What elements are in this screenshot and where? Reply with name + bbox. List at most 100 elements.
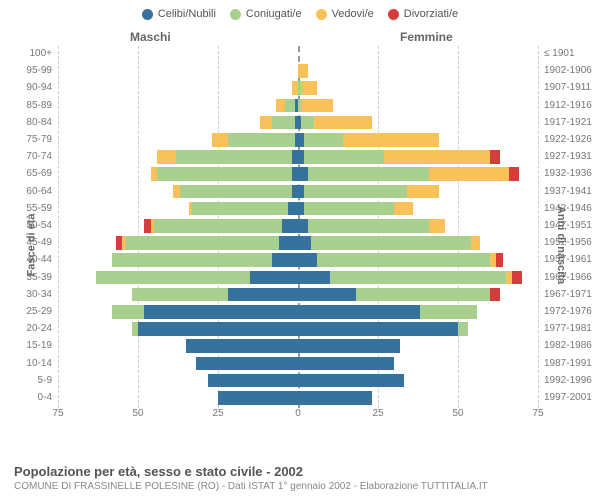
bar-segment [429,219,445,233]
age-band-label: 0-4 [38,392,58,403]
bar-segment [298,288,356,302]
bar-segment [490,150,500,164]
bar-segment [279,236,298,250]
x-tick-label: 75 [52,408,63,419]
bar-segment [112,253,272,267]
male-bar [144,219,298,233]
bar-segment [420,305,478,319]
birth-years-label: 1967-1971 [538,289,592,300]
chart-footer: Popolazione per età, sesso e stato civil… [14,464,586,492]
age-band-label: 25-29 [26,306,58,317]
male-bar [132,288,298,302]
male-bar [276,99,298,113]
chart-subtitle: COMUNE DI FRASSINELLE POLESINE (RO) - Da… [14,481,586,492]
age-row: 25-291972-1976 [58,304,538,321]
bar-segment [471,236,481,250]
age-row: 55-591942-1946 [58,201,538,218]
age-row: 0-41997-2001 [58,390,538,407]
x-tick-label: 25 [212,408,223,419]
bar-segment [298,339,400,353]
female-bar [298,305,477,319]
bar-segment [384,150,490,164]
bar-segment [228,288,298,302]
bar-segment [298,391,372,405]
age-row: 75-791922-1926 [58,132,538,149]
bar-segment [157,150,176,164]
legend-swatch [388,9,399,20]
bar-segment [288,202,298,216]
female-bar [298,339,400,353]
legend-item: Coniugati/e [230,8,302,20]
male-bar [112,305,298,319]
female-bar [298,150,500,164]
age-row: 80-841917-1921 [58,115,538,132]
legend-swatch [230,9,241,20]
bar-segment [330,271,506,285]
birth-years-label: 1937-1941 [538,186,592,197]
age-band-label: 5-9 [38,375,58,386]
age-band-label: 45-49 [26,237,58,248]
bar-segment [112,305,144,319]
male-bar [96,271,298,285]
female-bar [298,236,480,250]
bar-segment [301,99,333,113]
bar-segment [298,64,308,78]
female-bar [298,202,413,216]
birth-years-label: ≤ 1901 [538,48,575,59]
x-tick-label: 50 [452,408,463,419]
bar-segment [298,167,308,181]
bar-segment [298,374,404,388]
birth-years-label: 1917-1921 [538,117,592,128]
age-row: 35-391962-1966 [58,270,538,287]
male-bar [132,322,298,336]
birth-years-label: 1972-1976 [538,306,592,317]
bar-segment [250,271,298,285]
bar-segment [180,185,292,199]
age-row: 70-741927-1931 [58,149,538,166]
bar-segment [212,133,228,147]
bar-segment [343,133,439,147]
age-band-label: 60-64 [26,186,58,197]
bar-segment [218,391,298,405]
legend-swatch [142,9,153,20]
bar-segment [394,202,413,216]
age-band-label: 40-44 [26,254,58,265]
age-row: 85-891912-1916 [58,98,538,115]
bar-segment [490,288,500,302]
female-title: Femmine [400,30,453,44]
male-bar [157,150,298,164]
bar-segment [304,185,406,199]
bar-segment [512,271,522,285]
female-bar [298,288,500,302]
bar-segment [298,236,311,250]
bar-segment [356,288,490,302]
birth-years-label: 1907-1911 [538,82,591,93]
age-band-label: 90-94 [26,82,58,93]
legend-item: Divorziati/e [388,8,458,20]
bar-segment [282,219,298,233]
bar-segment [285,99,295,113]
bar-segment [314,116,372,130]
age-band-label: 55-59 [26,203,58,214]
bar-segment [308,167,430,181]
bar-segment [301,81,317,95]
female-bar [298,391,372,405]
birth-years-label: 1927-1931 [538,151,592,162]
bar-segment [298,305,420,319]
bar-segment [509,167,519,181]
legend: Celibi/NubiliConiugati/eVedovi/eDivorzia… [0,0,600,26]
legend-label: Vedovi/e [332,8,374,20]
birth-years-label: 1947-1951 [538,220,592,231]
legend-label: Coniugati/e [246,8,302,20]
legend-swatch [316,9,327,20]
female-bar [298,64,308,78]
male-bar [186,339,298,353]
bar-segment [138,322,298,336]
male-bar [189,202,298,216]
birth-years-label: 1977-1981 [538,323,592,334]
age-row: 60-641937-1941 [58,184,538,201]
bar-segment [272,116,294,130]
female-bar [298,185,439,199]
legend-item: Vedovi/e [316,8,374,20]
birth-years-label: 1922-1926 [538,134,592,145]
